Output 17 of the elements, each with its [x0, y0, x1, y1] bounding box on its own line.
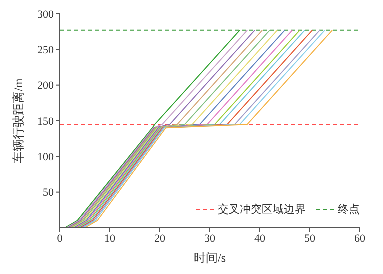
- y-tick-label: 100: [38, 152, 54, 164]
- y-tick-label: 250: [38, 44, 54, 57]
- x-tick-label: 30: [204, 232, 216, 245]
- y-tick-label: 300: [38, 8, 54, 21]
- x-tick-label: 10: [104, 232, 116, 245]
- x-tick-label: 20: [154, 232, 166, 245]
- x-tick-label: 0: [57, 232, 64, 245]
- legend-label: 交叉冲突区域边界: [218, 202, 306, 217]
- x-tick-label: 50: [304, 232, 316, 245]
- y-tick-label: 200: [38, 80, 54, 92]
- x-tick-label: 60: [354, 232, 366, 245]
- legend-label: 终点: [338, 202, 360, 217]
- x-axis-title: 时间/s: [194, 251, 226, 265]
- y-axis-title: 车辆行驶距离/m: [11, 78, 26, 164]
- x-tick-label: 40: [254, 232, 266, 245]
- y-tick-label: 50: [43, 187, 54, 200]
- y-tick-label: 150: [38, 116, 54, 128]
